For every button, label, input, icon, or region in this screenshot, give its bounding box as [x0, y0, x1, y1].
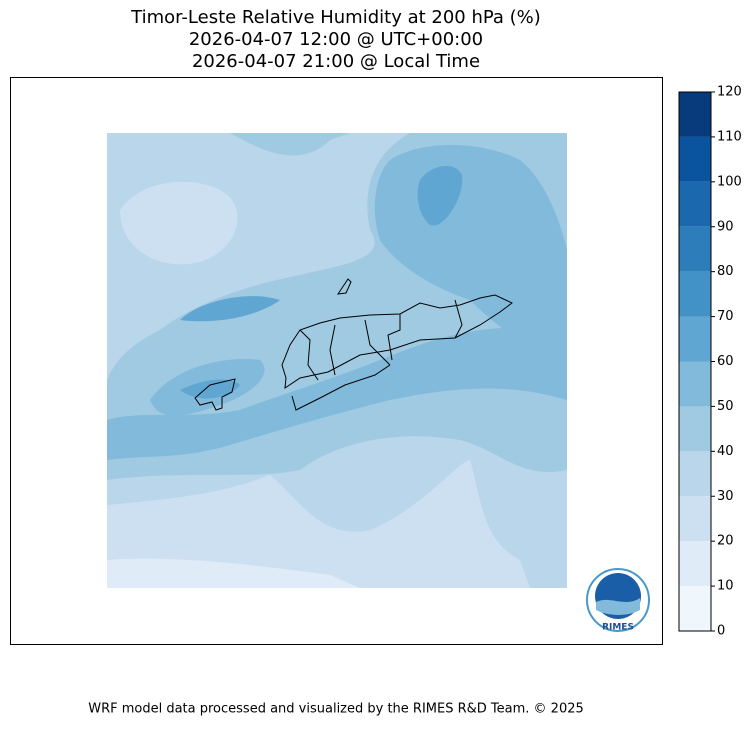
- title-line: Timor-Leste Relative Humidity at 200 hPa…: [130, 7, 541, 28]
- colorbar-tick-label: 10: [717, 579, 734, 594]
- colorbar-band: [679, 136, 711, 182]
- humidity-field: [180, 296, 280, 322]
- colorbar-band: [679, 586, 711, 631]
- colorbar-tick-label: 80: [717, 264, 734, 279]
- colorbar-band: [679, 181, 711, 227]
- colorbar-tick-label: 40: [717, 444, 734, 459]
- colorbar-band: [679, 406, 711, 452]
- colorbar-tick-label: 30: [717, 489, 734, 504]
- humidity-field: [180, 379, 240, 399]
- humidity-field: [120, 181, 238, 265]
- colorbar-band: [679, 226, 711, 272]
- map: RIMES: [107, 133, 650, 633]
- colorbar-band: [679, 361, 711, 407]
- colorbar-tick-label: 100: [717, 174, 742, 189]
- colorbar-band: [679, 496, 711, 542]
- colorbar-tick-label: 0: [717, 624, 725, 639]
- colorbar-tick-label: 110: [717, 129, 742, 144]
- colorbar-band: [679, 316, 711, 362]
- colorbar-band: [679, 271, 711, 317]
- colorbar-tick-label: 50: [717, 399, 734, 414]
- title-line: 2026-04-07 12:00 @ UTC+00:00: [189, 29, 483, 50]
- colorbar-tick-label: 70: [717, 309, 734, 324]
- colorbar-band: [679, 451, 711, 497]
- footer: WRF model data processed and visualized …: [88, 702, 584, 717]
- colorbar-tick-label: 120: [717, 85, 742, 100]
- colorbar-tick-label: 90: [717, 219, 734, 234]
- colorbar-band: [679, 92, 711, 137]
- humidity-field: [107, 460, 530, 588]
- colorbar: 0 10 20 30 40 50 60 70 80 90 100 110 120: [678, 85, 742, 639]
- humidity-field: [107, 558, 360, 588]
- title-line: 2026-04-07 21:00 @ Local Time: [192, 51, 480, 72]
- humidity-field: [107, 327, 567, 460]
- colorbar-tick-label: 60: [717, 354, 734, 369]
- logo-text: RIMES: [602, 623, 634, 633]
- colorbar-band: [679, 541, 711, 587]
- humidity-field: [417, 165, 463, 226]
- colorbar-tick-label: 20: [717, 534, 734, 549]
- logo: RIMES: [586, 568, 650, 633]
- boundaries: [194, 278, 513, 411]
